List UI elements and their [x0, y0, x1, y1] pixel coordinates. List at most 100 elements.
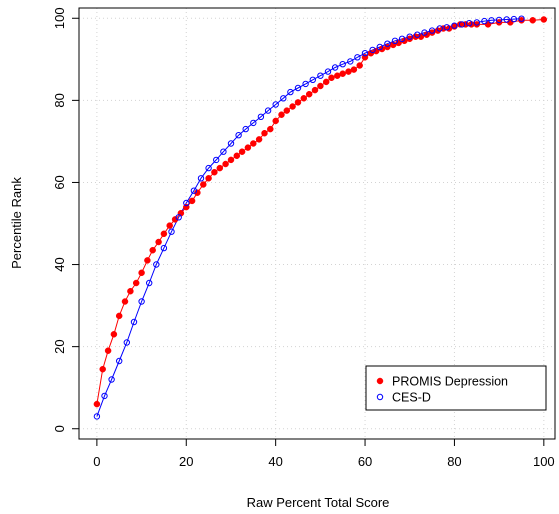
data-point-promis-depression	[395, 39, 402, 47]
data-point-ces-d	[436, 25, 443, 32]
data-point-promis-depression	[311, 86, 319, 94]
data-point-ces-d	[451, 22, 458, 29]
data-point-ces-d	[495, 16, 503, 24]
data-point-promis-depression	[428, 29, 436, 36]
data-point-ces-d	[235, 132, 242, 139]
data-point-ces-d	[146, 279, 153, 287]
data-point-ces-d	[481, 17, 488, 25]
data-point-ces-d	[272, 101, 279, 108]
data-point-ces-d	[153, 261, 160, 268]
data-point-promis-depression	[121, 298, 129, 305]
data-point-promis-depression	[334, 72, 341, 79]
data-point-promis-depression	[188, 197, 196, 205]
data-point-ces-d	[354, 54, 361, 61]
data-point-promis-depression	[339, 70, 346, 77]
data-point-promis-depression	[115, 312, 123, 320]
data-point-promis-depression	[283, 107, 291, 114]
x-tick-label: 20	[179, 454, 193, 469]
data-point-ces-d	[428, 27, 436, 34]
data-point-promis-depression	[305, 90, 313, 98]
data-point-promis-depression	[93, 400, 101, 408]
data-point-promis-depression	[104, 347, 112, 354]
legend-label: CES-D	[392, 391, 431, 405]
data-point-ces-d	[309, 76, 316, 84]
data-point-promis-depression	[160, 230, 168, 238]
data-point-promis-depression	[216, 164, 224, 172]
grid-lines	[79, 8, 555, 439]
data-point-ces-d	[473, 19, 480, 26]
data-point-promis-depression	[227, 156, 235, 164]
legend-marker	[376, 377, 384, 385]
data-point-promis-depression	[166, 222, 173, 229]
data-point-promis-depression	[322, 78, 330, 86]
x-tick-label: 60	[358, 454, 372, 469]
data-point-promis-depression	[345, 68, 352, 75]
y-tick-label: 80	[52, 93, 67, 107]
data-point-ces-d	[101, 392, 108, 400]
data-point-ces-d	[183, 199, 190, 207]
y-tick-label: 20	[52, 339, 67, 353]
data-point-ces-d	[458, 21, 466, 28]
x-tick-label: 40	[268, 454, 282, 469]
data-point-ces-d	[287, 88, 294, 96]
data-point-ces-d	[264, 107, 272, 114]
data-point-promis-depression	[540, 16, 548, 23]
x-tick-label: 80	[447, 454, 461, 469]
data-point-promis-depression	[144, 257, 151, 264]
data-point-promis-depression	[155, 238, 162, 246]
data-point-promis-depression	[99, 365, 106, 373]
data-point-promis-depression	[278, 111, 285, 118]
data-point-promis-depression	[194, 189, 201, 196]
data-point-promis-depression	[294, 99, 302, 106]
data-point-ces-d	[488, 17, 495, 24]
data-point-ces-d	[190, 187, 198, 194]
data-point-ces-d	[123, 339, 131, 346]
x-tick-label: 100	[533, 454, 555, 469]
y-tick-label: 0	[52, 425, 67, 432]
data-point-promis-depression	[372, 47, 380, 55]
data-point-ces-d	[116, 357, 123, 365]
y-tick-label: 60	[52, 175, 67, 189]
data-point-ces-d	[93, 413, 101, 420]
series-points	[93, 15, 548, 420]
x-axis-title: Raw Percent Total Score	[247, 495, 390, 510]
data-point-ces-d	[391, 37, 399, 44]
data-point-promis-depression	[222, 160, 229, 168]
data-point-promis-depression	[356, 62, 363, 69]
data-point-ces-d	[138, 298, 145, 305]
data-point-ces-d	[347, 58, 354, 65]
data-point-ces-d	[197, 175, 205, 182]
y-tick-label: 40	[52, 257, 67, 271]
data-point-promis-depression	[350, 66, 358, 73]
legend-marker	[376, 393, 384, 401]
data-point-ces-d	[242, 125, 249, 133]
data-point-promis-depression	[138, 269, 145, 277]
data-point-promis-depression	[205, 175, 212, 182]
data-point-ces-d	[406, 33, 413, 40]
data-point-ces-d	[257, 113, 265, 121]
data-point-promis-depression	[267, 125, 274, 133]
y-axis-title: Percentile Rank	[9, 177, 24, 269]
data-point-ces-d	[384, 40, 391, 47]
data-point-ces-d	[324, 68, 332, 75]
data-point-promis-depression	[200, 181, 207, 188]
data-point-promis-depression	[406, 35, 413, 43]
data-point-promis-depression	[244, 144, 252, 151]
data-point-ces-d	[443, 24, 450, 31]
data-point-ces-d	[339, 60, 346, 68]
data-point-promis-depression	[507, 19, 514, 26]
x-axis: 0 20 40 60 80 100	[93, 438, 555, 469]
data-point-promis-depression	[149, 246, 156, 254]
data-point-ces-d	[331, 64, 339, 71]
data-point-ces-d	[510, 15, 518, 23]
data-point-ces-d	[205, 164, 212, 172]
data-point-promis-depression	[417, 33, 425, 40]
data-point-ces-d	[168, 228, 175, 235]
data-point-ces-d	[302, 80, 309, 88]
data-point-promis-depression	[238, 148, 246, 155]
y-axis: 0 20 40 60 80 100	[52, 7, 80, 432]
data-point-promis-depression	[171, 216, 179, 223]
data-point-ces-d	[280, 95, 287, 102]
data-point-promis-depression	[261, 129, 268, 137]
